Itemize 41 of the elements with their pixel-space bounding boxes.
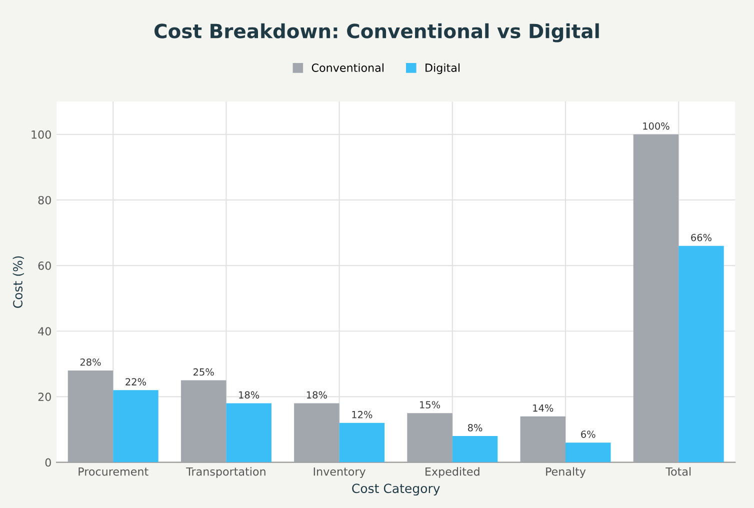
legend-label: Digital [426,63,460,74]
data-label: 15% [420,401,440,408]
data-label: 18% [239,391,260,399]
y-tick-label: 60 [38,262,51,270]
data-label: 25% [193,368,214,376]
x-tick-label: Penalty [546,467,586,478]
y-tick-label: 20 [38,392,51,402]
x-tick-label: Total [666,467,691,476]
bar [520,416,566,462]
x-tick-label: Inventory [314,467,366,478]
legend-label: Conventional [312,63,384,72]
bar [566,442,611,462]
chart-title: Cost Breakdown: Conventional vs Digital [154,23,599,42]
bar [407,413,452,462]
data-label: 22% [126,378,146,386]
data-label: 100% [643,122,670,130]
bar [678,246,724,462]
y-tick-label: 100 [32,130,51,139]
bar [180,380,226,462]
bar [294,403,340,462]
y-tick-label: 40 [38,327,51,336]
x-axis-title: Cost Category [352,484,440,496]
x-tick-label: Procurement [78,467,148,476]
bar [339,422,385,462]
data-label: 6% [581,430,596,438]
y-tick-label: 80 [38,196,51,204]
x-tick-label: Expedited [426,467,480,478]
x-tick-label: Transportation [186,467,266,478]
data-label: 8% [468,424,482,432]
bar [226,403,272,462]
bar [113,390,158,462]
data-label: 66% [691,234,712,242]
bar [68,370,114,462]
data-label: 12% [352,410,372,418]
data-label: 14% [533,404,554,412]
y-axis-title: Cost (%) [12,256,24,308]
y-tick-label: 0 [45,458,51,467]
bar [452,436,498,462]
bar [633,134,679,462]
data-label: 18% [306,391,327,399]
data-label: 28% [80,358,101,366]
